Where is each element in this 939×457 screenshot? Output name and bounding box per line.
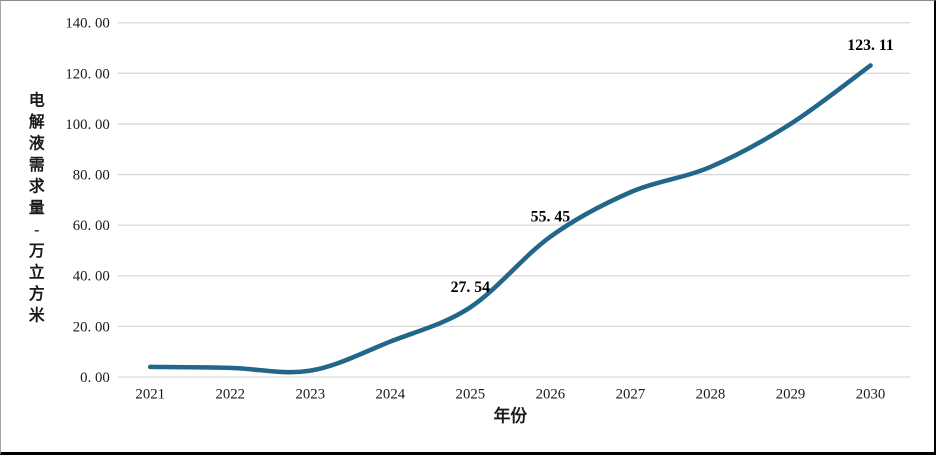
y-tick-label: 20. 00 <box>73 319 110 335</box>
y-axis-title-char: 求 <box>29 177 45 196</box>
demand-line-series <box>147 63 873 375</box>
y-tick-label: 80. 00 <box>73 167 110 183</box>
x-tick-label: 2024 <box>376 387 406 403</box>
y-tick-label: 60. 00 <box>73 218 110 234</box>
y-axis-title-char: 方 <box>29 284 45 303</box>
y-tick-label: 140. 00 <box>65 16 109 32</box>
x-tick-label: 2025 <box>456 387 486 403</box>
data-labels-layer: 27. 54 55. 45 123. 11 <box>451 37 894 296</box>
y-axis-title-char: 需 <box>29 155 45 174</box>
x-tick-label: 2028 <box>696 387 726 403</box>
y-axis-title-char: 万 <box>28 243 45 260</box>
x-tick-label: 2026 <box>536 387 566 403</box>
y-axis-title-char: 液 <box>29 134 45 153</box>
x-tick-label: 2023 <box>295 387 325 403</box>
y-tick-label: 100. 00 <box>65 117 109 133</box>
x-tick-label: 2027 <box>616 387 646 403</box>
data-label: 27. 54 <box>451 279 491 296</box>
x-tick-label: 2029 <box>776 387 806 403</box>
data-label: 123. 11 <box>847 37 894 54</box>
x-tick-label: 2021 <box>135 387 165 403</box>
y-axis-title-char: 解 <box>29 112 45 131</box>
y-axis-title-char: 立 <box>29 263 45 282</box>
y-tick-label: 0. 00 <box>80 370 110 386</box>
x-axis-tick-labels: 2021 2022 2023 2024 2025 2026 2027 2028 2029 2030 <box>135 387 885 403</box>
y-tick-label: 40. 00 <box>73 269 110 285</box>
y-axis-title-char: 量 <box>29 199 45 217</box>
gridlines-layer <box>117 22 911 378</box>
y-axis-title-char: 米 <box>29 306 45 325</box>
y-axis-tick-labels: 0. 00 20. 00 40. 00 60. 00 80. 00 100. 00 120.… <box>65 16 109 386</box>
y-axis-title-char: - <box>34 222 39 239</box>
demand-line <box>147 63 873 375</box>
x-tick-label: 2022 <box>215 387 245 403</box>
y-axis-title-char: 电 <box>29 91 45 110</box>
x-tick-label: 2030 <box>856 387 886 403</box>
y-tick-label: 120. 00 <box>65 66 109 82</box>
data-label: 55. 45 <box>531 208 571 225</box>
x-axis-title: 年份 <box>494 405 528 425</box>
